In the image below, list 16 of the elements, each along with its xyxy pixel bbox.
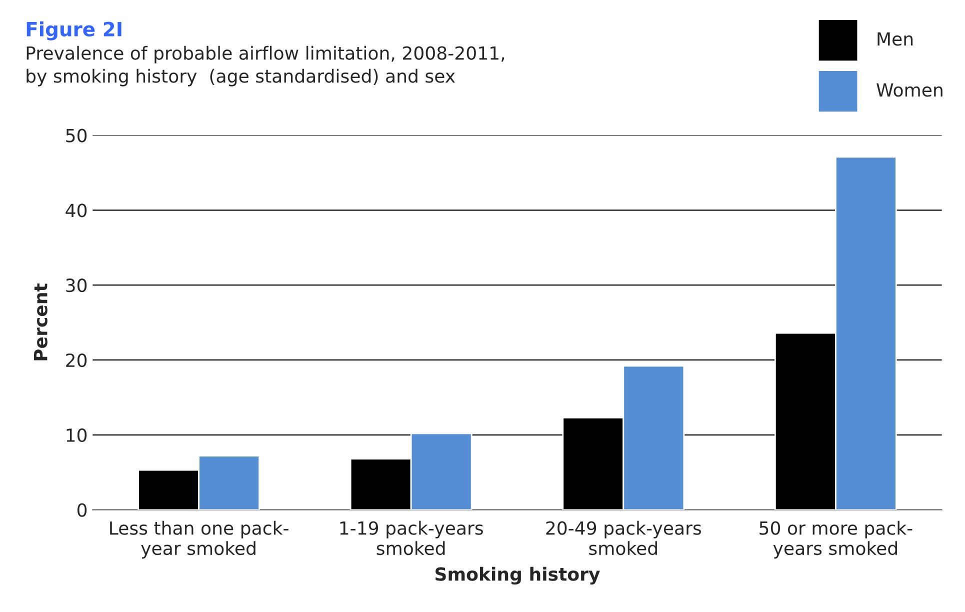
y-tick-label: 50 xyxy=(66,128,87,142)
legend-label: Men xyxy=(878,32,913,46)
y-axis-title: Percent xyxy=(34,284,48,360)
x-tick-label: 50 or more pack- years smoked xyxy=(760,520,912,559)
y-tick-label: 30 xyxy=(66,278,87,292)
chart-subtitle: Prevalence of probable airflow limitation, 2008-2011, by smoking history (age standardised) and sex xyxy=(26,46,504,86)
y-tick-label: 10 xyxy=(66,428,87,442)
y-tick-label: 20 xyxy=(66,353,87,368)
x-tick-label: 20-49 pack-years smoked xyxy=(546,520,702,556)
x-axis-title: Smoking history xyxy=(436,566,600,585)
chart-title: Figure 2I xyxy=(26,21,122,40)
y-tick-label: 0 xyxy=(77,503,87,517)
x-tick-label: Less than one pack- year smoked xyxy=(110,520,288,559)
x-tick-label: 1-19 pack-years smoked xyxy=(340,520,483,556)
y-tick-label: 40 xyxy=(66,204,87,218)
legend-label: Women xyxy=(876,83,942,97)
